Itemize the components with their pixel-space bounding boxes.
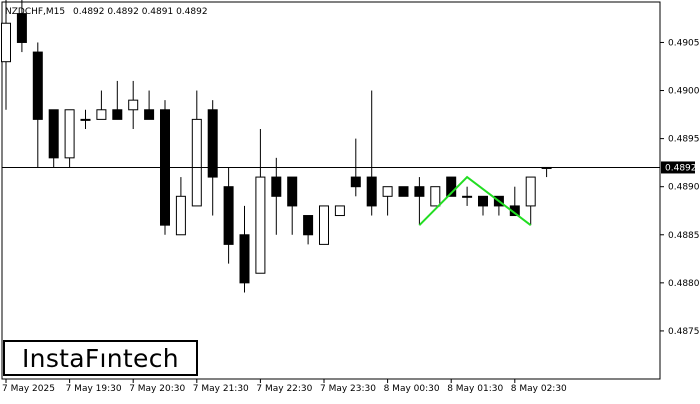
current-price-label: 0.4892 [665,163,697,173]
candle [398,186,409,197]
candle-body-bullish [1,22,11,63]
candle [239,205,250,293]
y-tick-label: 0.4890 [668,183,700,193]
candle-body-bullish [255,176,266,274]
candle [287,176,298,235]
pattern-line [418,175,532,226]
candle [32,42,43,168]
candle-body-bearish [478,195,488,207]
candle [96,90,107,120]
candle [144,90,155,120]
candle-body-bearish [414,186,425,197]
candle-body-bullish [319,205,329,245]
x-tick-label: 8 May 02:30 [511,384,567,394]
candle-body-bullish [430,186,441,207]
x-tick-label: 7 May 20:30 [129,384,185,394]
candle-body-bullish [334,205,345,217]
candle [175,177,186,236]
candle-body-bearish [271,176,282,197]
candle [16,0,27,53]
candle-body-bullish [64,109,75,159]
candle-body-bearish [207,109,218,178]
x-tick-label: 7 May 22:30 [256,384,312,394]
y-tick-label: 0.4875 [668,327,700,337]
candle-body-bearish [32,51,43,120]
candle [48,109,59,168]
candle-body-bullish [175,195,186,236]
x-tick-label: 7 May 2025 [2,384,55,394]
candle-body-bearish [287,176,298,207]
y-tick-label: 0.4895 [668,135,700,145]
x-tick-label: 8 May 01:30 [447,384,503,394]
candle [64,109,75,168]
x-axis: 7 May 2025 7 May 19:30 7 May 20:30 7 May 21… [2,379,567,394]
candle [334,205,345,217]
candle-body-bearish [48,109,59,159]
candle-body-bullish [80,118,91,121]
candles-layer [1,0,552,293]
candle-body-bullish [128,99,139,111]
candle [128,80,139,129]
chart-header: NZDCHF,M15 0.4892 0.4892 0.4891 0.4892 [5,7,208,17]
candle-body-bearish [446,176,457,197]
pattern-layer [418,175,532,226]
brand-logo-text: InstaFıntech [22,344,179,373]
x-tick-label: 7 May 23:30 [320,384,376,394]
candle-body-bearish [16,13,27,43]
candle [191,90,202,207]
y-tick-label: 0.4905 [668,38,700,48]
y-tick-label: 0.4885 [668,231,700,241]
candle [525,176,536,226]
candle-body-bearish [303,215,314,236]
current-price-tag [661,161,695,174]
candle [382,186,393,216]
candle [366,90,377,216]
candle [1,0,11,110]
symbol-label: NZDCHF,M15 [5,7,65,17]
candle-body-bearish [239,234,250,284]
x-tick-label: 7 May 19:30 [66,384,122,394]
y-tick-label: 0.4880 [668,279,700,289]
candle [223,167,234,264]
candle-body-bullish [96,109,107,120]
candle [430,186,441,207]
candle-body-bullish [191,118,202,207]
plot-frame [1,1,661,380]
brand-logo: InstaFıntech [3,340,198,376]
ohlc-label: 0.4892 0.4892 0.4891 0.4892 [73,7,208,17]
candle [255,129,266,274]
candle-body-bearish [350,176,361,188]
candle-body-bullish [525,176,536,207]
candle [303,215,314,245]
candle-body-bearish [366,176,377,207]
candle [271,157,282,235]
x-tick-label: 8 May 00:30 [384,384,440,394]
y-tick-label: 0.4900 [668,87,700,97]
current-price-layer: 0.4892 [2,161,697,174]
candle-body-bullish [382,186,393,197]
candle [414,177,425,226]
candle [207,100,218,216]
candle-body-bearish [398,186,409,197]
candle-body-bullish [462,195,473,198]
y-axis: 0.4875 0.4880 0.4885 0.4890 0.4895 0.4900 0.49… [660,38,700,337]
candle [319,205,329,245]
candle-body-bearish [112,109,123,120]
candle [112,80,123,120]
x-tick-label: 7 May 21:30 [193,384,249,394]
candle [462,186,473,206]
candle [478,195,488,216]
candle-body-bearish [223,186,234,245]
candle-body-bearish [144,109,155,120]
candle [80,109,91,129]
